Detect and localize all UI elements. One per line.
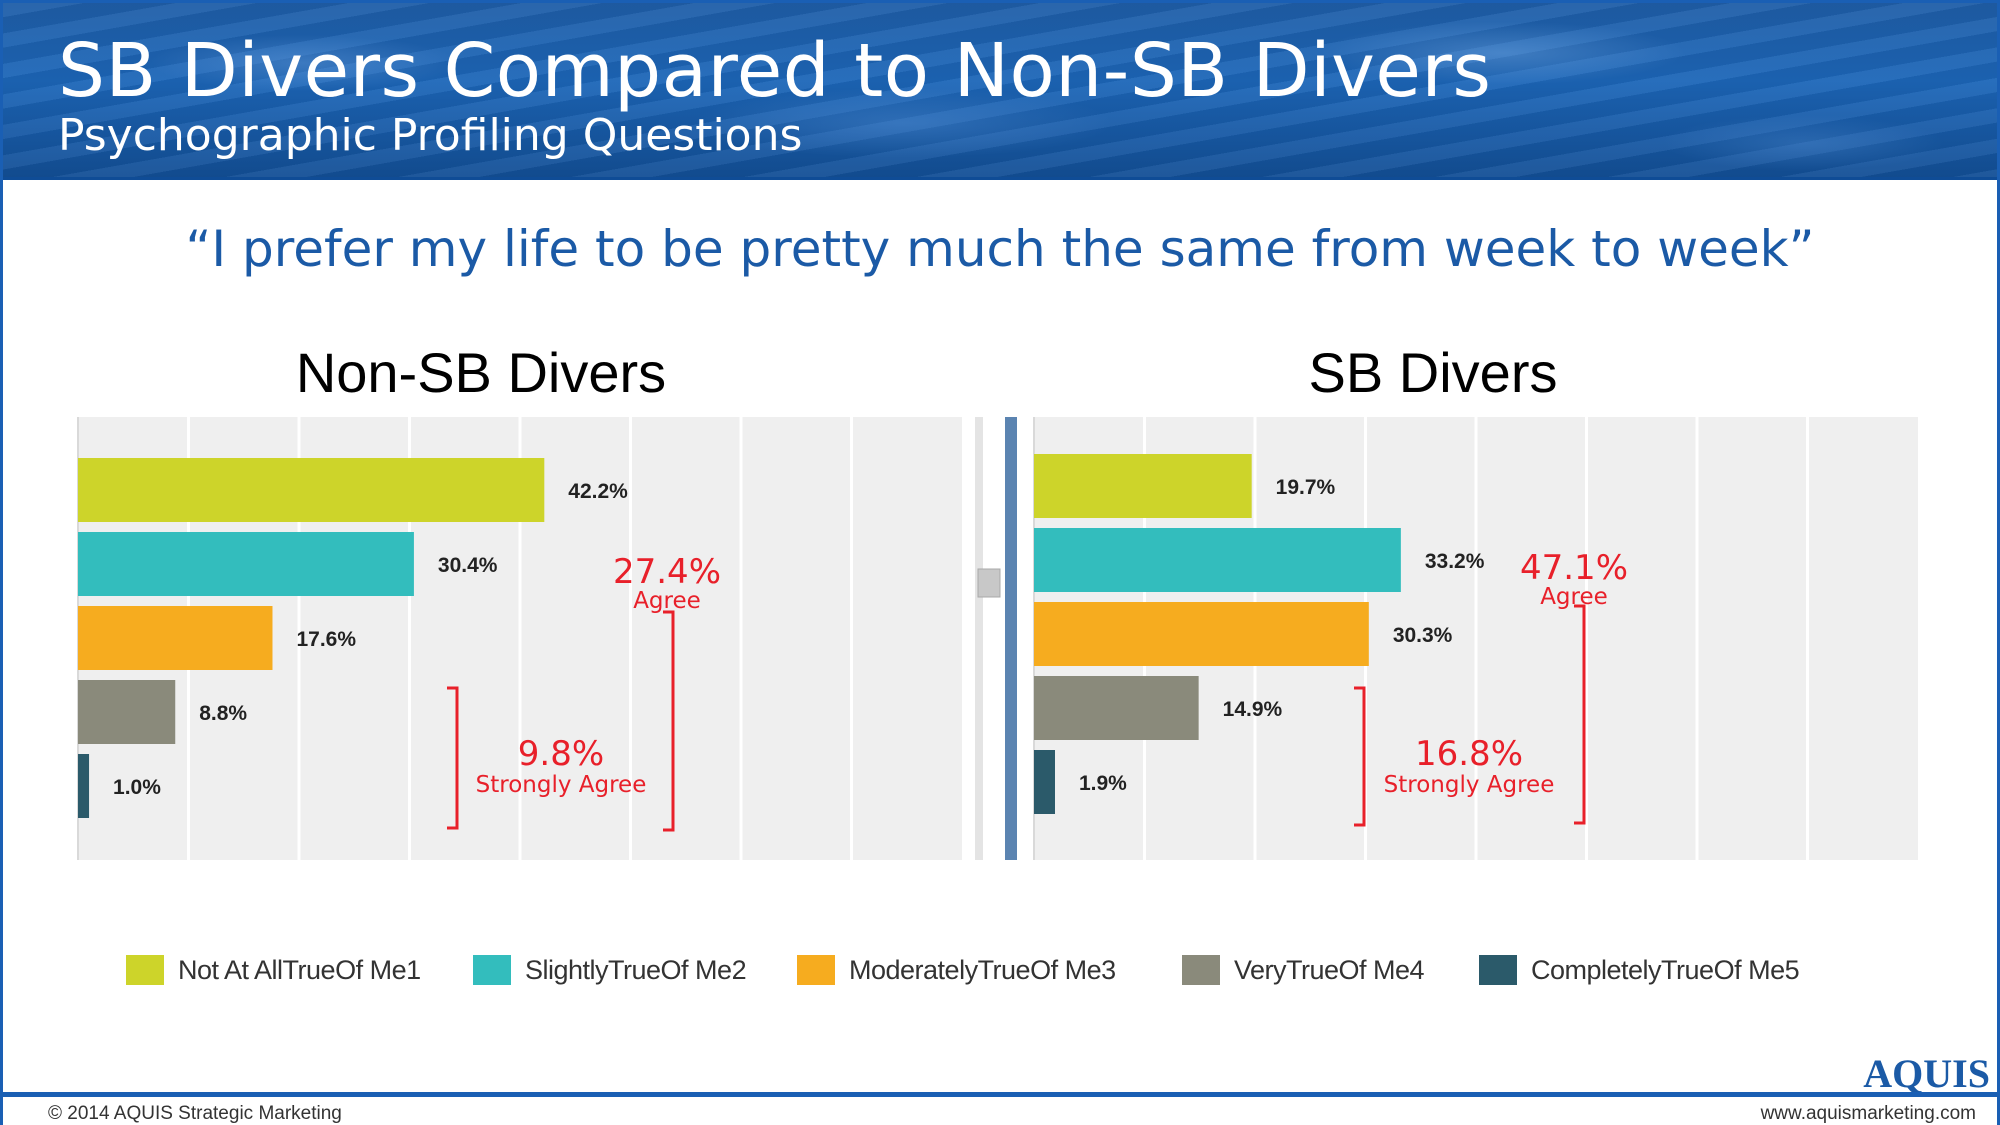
legend-item-1: Not At AllTrueOf Me1 <box>126 950 421 990</box>
data-label-non-sb-4: 8.8% <box>199 702 247 725</box>
aquis-logo: AQUIS <box>1863 1051 1990 1096</box>
panel-divider <box>1005 417 1017 860</box>
legend-item-5: CompletelyTrueOf Me5 <box>1479 950 1800 990</box>
data-label-sb-1: 19.7% <box>1276 476 1336 499</box>
annotation-label-non-sb-1: Agree <box>633 588 701 614</box>
footer-website[interactable]: www.aquismarketing.com <box>1760 1103 1976 1124</box>
annotation-value-non-sb-1: 27.4% <box>613 552 721 592</box>
bar-sb-3 <box>1034 602 1369 666</box>
data-label-non-sb-5: 1.0% <box>113 776 161 799</box>
bracket-sb-1 <box>1574 604 1586 825</box>
bar-non-sb-2 <box>78 532 414 596</box>
bar-sb-5 <box>1034 750 1055 814</box>
legend-swatch-3 <box>797 955 835 985</box>
annotation-value-non-sb-2: 9.8% <box>518 734 604 774</box>
data-label-sb-5: 1.9% <box>1079 772 1127 795</box>
legend: Not At AllTrueOf Me1 SlightlyTrueOf Me2 … <box>0 950 2000 990</box>
chart-title-sb: SB Divers <box>1308 341 1558 404</box>
annotation-label-sb-2: Strongly Agree <box>1384 772 1555 798</box>
legend-swatch-5 <box>1479 955 1517 985</box>
legend-swatch-4 <box>1182 955 1220 985</box>
bar-non-sb-4 <box>78 680 176 744</box>
data-label-sb-4: 14.9% <box>1223 698 1283 721</box>
legend-label-2: SlightlyTrueOf Me2 <box>525 954 747 985</box>
annotation-label-non-sb-2: Strongly Agree <box>476 772 647 798</box>
annotation-value-sb-2: 16.8% <box>1415 734 1523 774</box>
data-label-sb-2: 33.2% <box>1425 550 1485 573</box>
bar-sb-2 <box>1034 528 1401 592</box>
divider-handle <box>977 568 1001 598</box>
legend-item-4: VeryTrueOf Me4 <box>1182 950 1425 990</box>
data-label-non-sb-1: 42.2% <box>568 480 628 503</box>
data-label-sb-3: 30.3% <box>1393 624 1453 647</box>
annotation-value-sb-1: 47.1% <box>1520 548 1628 588</box>
data-label-non-sb-2: 30.4% <box>438 554 498 577</box>
legend-item-2: SlightlyTrueOf Me2 <box>473 950 747 990</box>
bar-non-sb-5 <box>78 754 90 818</box>
legend-label-3: ModeratelyTrueOf Me3 <box>849 954 1116 985</box>
bar-non-sb-3 <box>78 606 273 670</box>
bar-sb-1 <box>1034 454 1252 518</box>
header-rule <box>3 177 1997 180</box>
slide-subtitle: Psychographic Profiling Questions <box>58 110 803 161</box>
chart-title-non-sb: Non-SB Divers <box>295 341 667 404</box>
bar-non-sb-1 <box>78 458 545 522</box>
legend-label-1: Not At AllTrueOf Me1 <box>178 954 421 985</box>
divider-shadow <box>975 417 983 860</box>
bracket-non-sb-2 <box>447 686 459 830</box>
legend-label-5: CompletelyTrueOf Me5 <box>1531 954 1800 985</box>
legend-item-3: ModeratelyTrueOf Me3 <box>797 950 1116 990</box>
footer-copyright: © 2014 AQUIS Strategic Marketing <box>48 1103 342 1124</box>
bracket-sb-2 <box>1354 686 1366 827</box>
legend-label-4: VeryTrueOf Me4 <box>1234 954 1425 985</box>
bracket-non-sb-1 <box>663 610 675 832</box>
footer-rule <box>0 1092 2000 1097</box>
slide-title: SB Divers Compared to Non-SB Divers <box>58 28 1492 114</box>
annotation-label-sb-1: Agree <box>1540 584 1608 610</box>
legend-swatch-1 <box>126 955 164 985</box>
bar-sb-4 <box>1034 676 1199 740</box>
survey-question: “I prefer my life to be pretty much the … <box>185 220 1815 278</box>
header-banner <box>3 3 1997 177</box>
data-label-non-sb-3: 17.6% <box>296 628 356 651</box>
legend-swatch-2 <box>473 955 511 985</box>
